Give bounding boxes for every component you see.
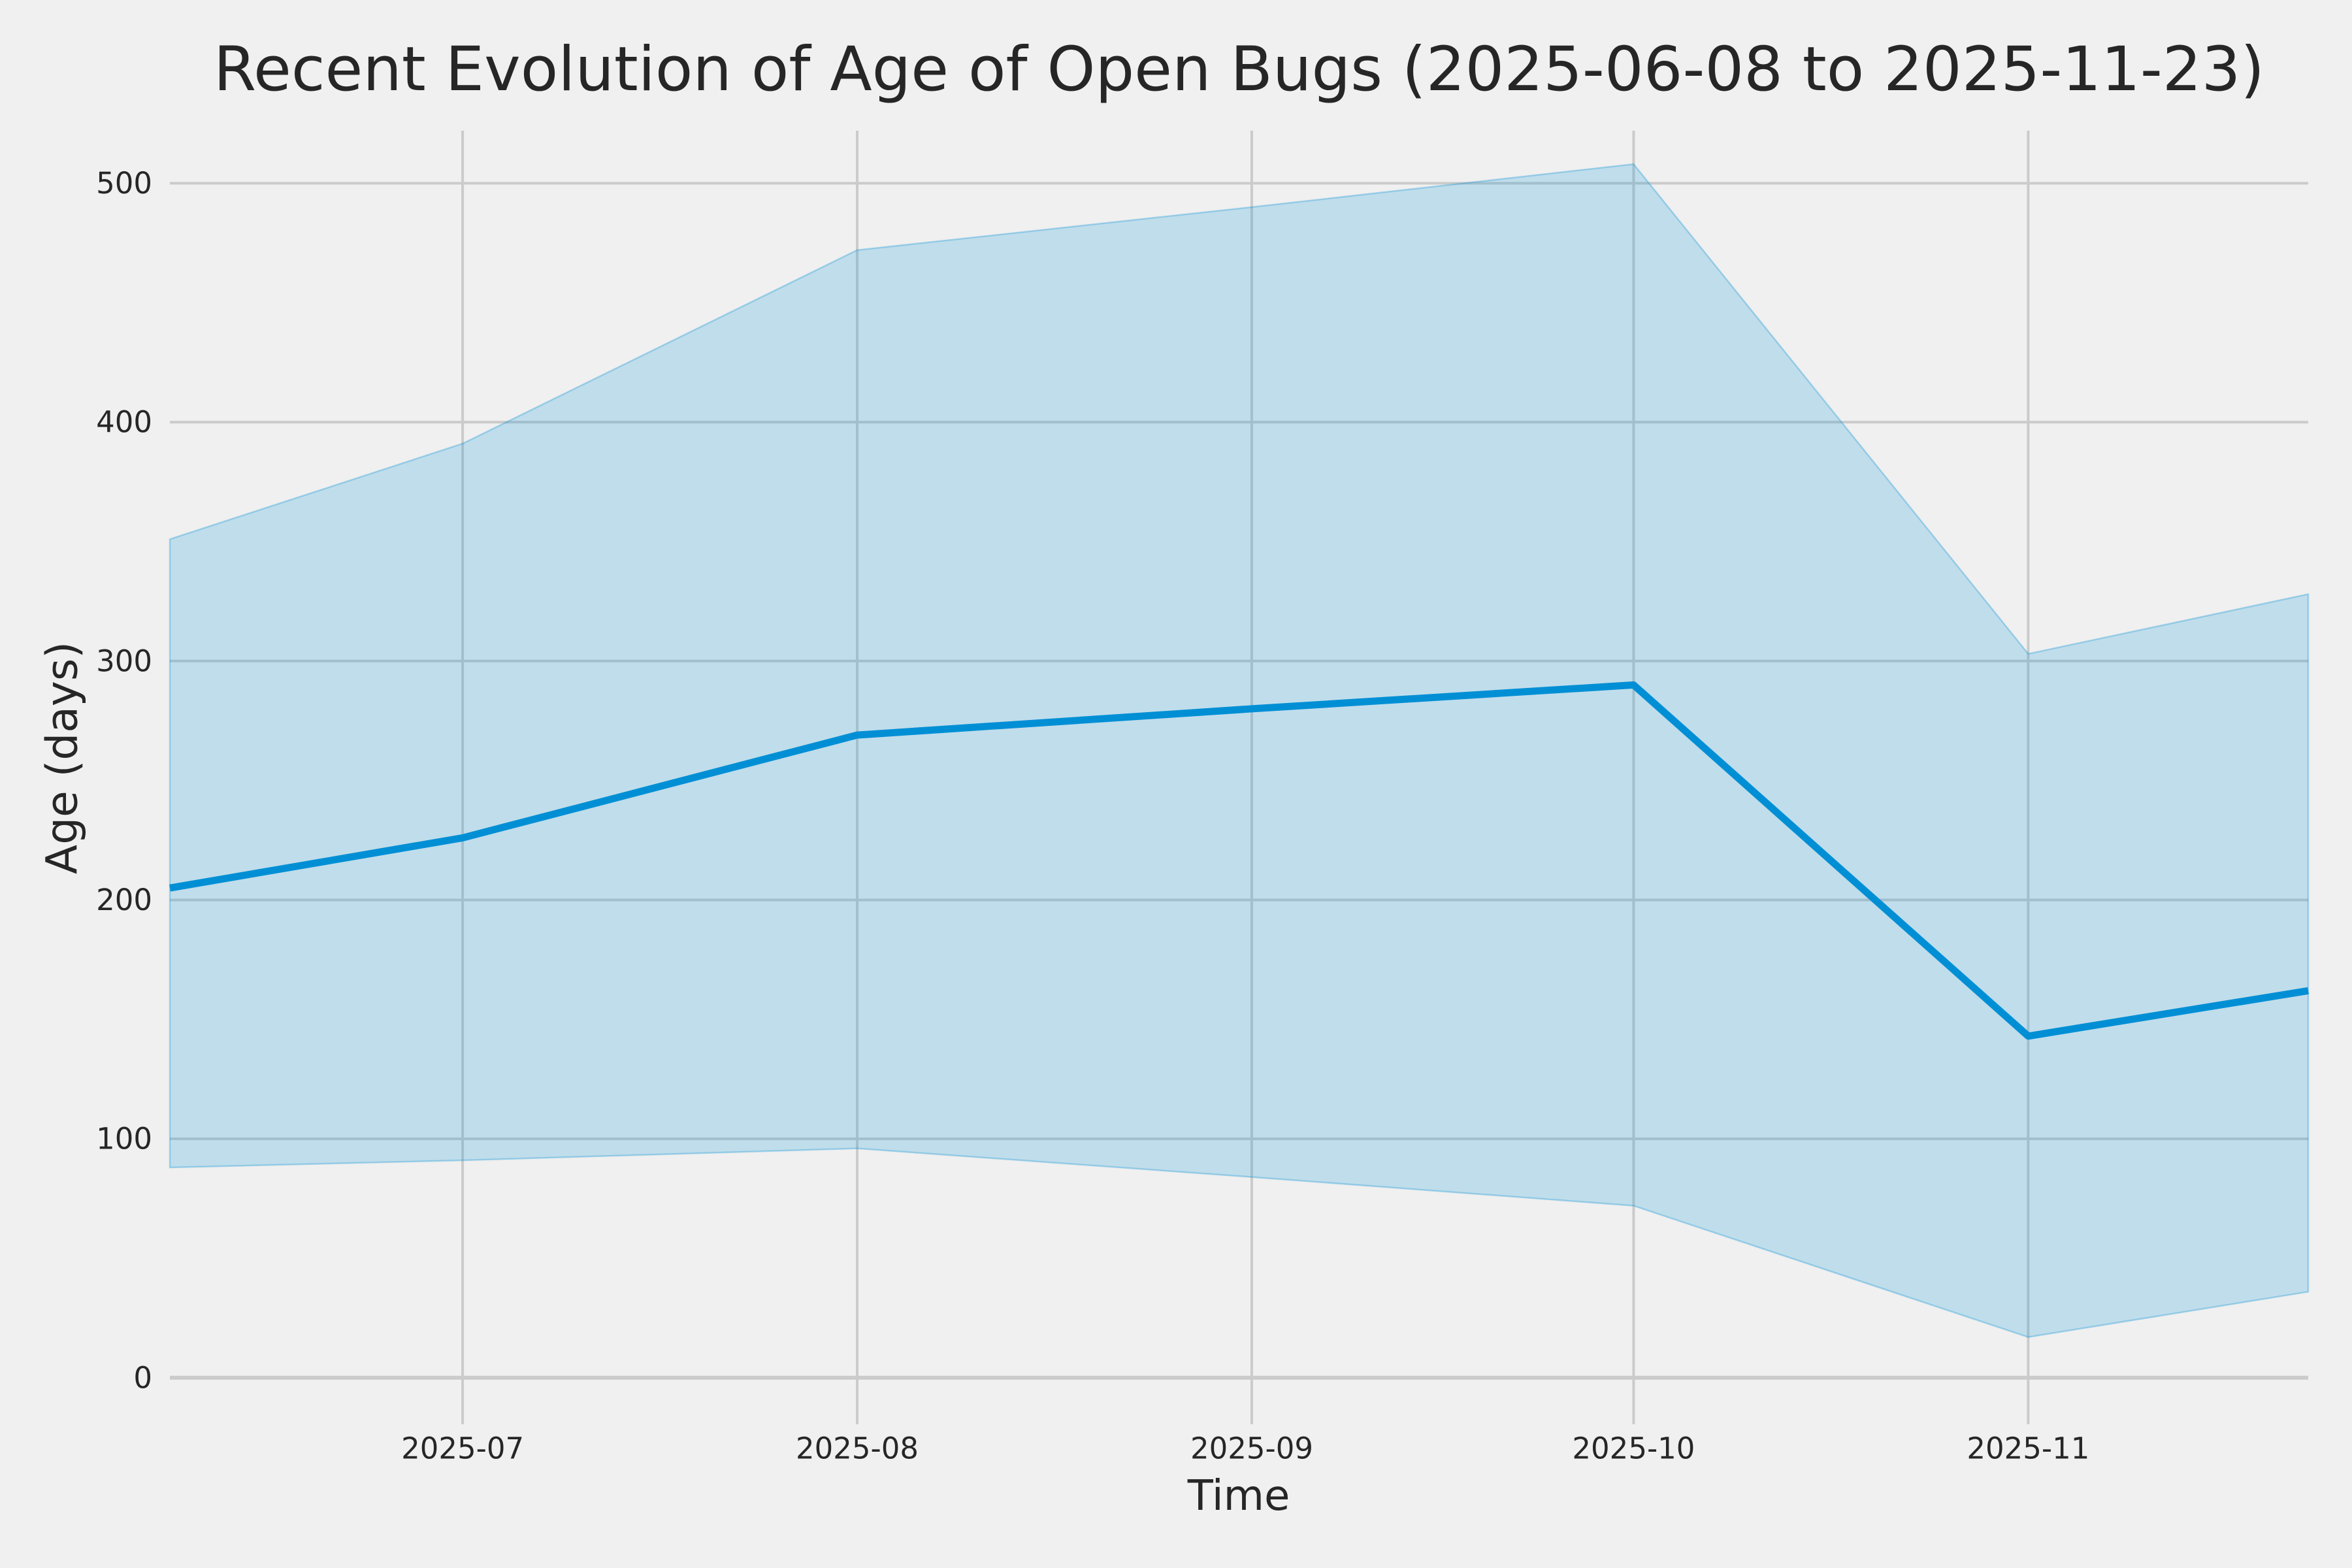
y-tick-label: 100 <box>96 1122 152 1156</box>
y-tick-label: 0 <box>133 1360 152 1395</box>
y-tick-label: 400 <box>96 405 152 440</box>
y-tick-label: 300 <box>96 644 152 678</box>
tick-labels: 0 100 200 300 400 500 2025-07 2025-08 2025-09 202… <box>96 166 2089 1466</box>
mean-line-path <box>169 681 2309 1040</box>
gridlines <box>170 131 2308 1424</box>
y-axis-label: Age (days) <box>37 642 88 874</box>
x-tick-label: 2025-07 <box>401 1431 524 1466</box>
band-area <box>169 163 2310 1338</box>
x-tick-label: 2025-11 <box>1967 1431 2089 1466</box>
confidence-band <box>169 163 2310 1338</box>
y-tick-label: 500 <box>96 166 152 201</box>
mean-line <box>169 681 2309 1040</box>
x-tick-label: 2025-10 <box>1572 1431 1695 1466</box>
y-tick-label: 200 <box>96 883 152 917</box>
x-tick-label: 2025-08 <box>796 1431 919 1466</box>
x-axis-label: Time <box>1187 1472 1290 1520</box>
x-tick-label: 2025-09 <box>1190 1431 1313 1466</box>
chart-title: Recent Evolution of Age of Open Bugs (20… <box>213 34 2265 105</box>
